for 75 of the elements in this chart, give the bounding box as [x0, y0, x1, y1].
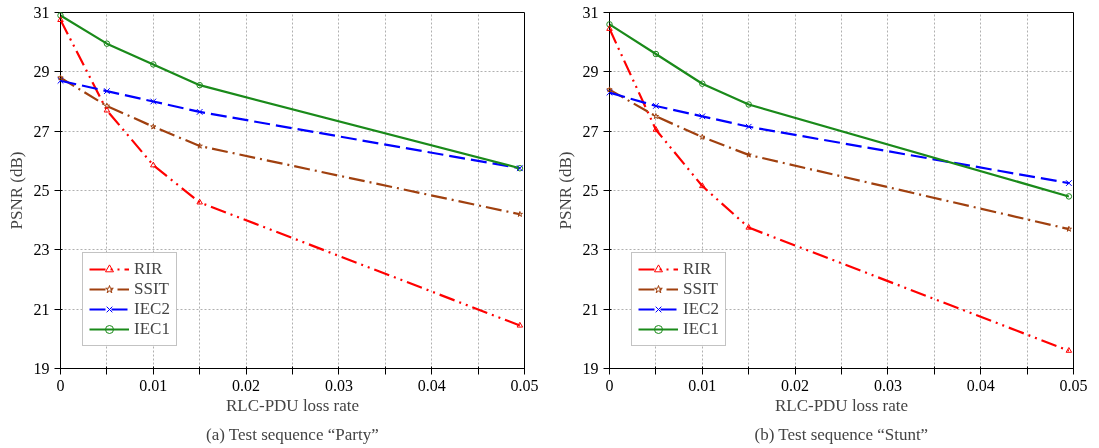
point [150, 161, 157, 168]
point [652, 102, 660, 110]
x-axis-title: RLC-PDU loss rate [225, 395, 360, 415]
x-tick-label: 0.01 [688, 376, 717, 394]
point [196, 142, 203, 149]
point [196, 108, 204, 116]
x-tick-label: 0.04 [417, 376, 446, 394]
x-tick-label: 0.03 [873, 376, 902, 394]
point [652, 113, 660, 120]
point [196, 81, 203, 89]
point [516, 210, 523, 217]
x-tick-label: 0 [56, 376, 65, 394]
y-tick-label: 31 [582, 4, 599, 21]
x-tick-label: 0.02 [232, 376, 261, 394]
point [1065, 347, 1073, 353]
y-tick-label: 31 [33, 4, 50, 21]
point [196, 198, 203, 205]
point [150, 123, 157, 130]
point [745, 223, 752, 230]
point [1065, 225, 1072, 232]
y-tick-label: 23 [33, 241, 50, 259]
x-tick-label: 0.02 [781, 376, 810, 394]
y-tick-label: 27 [582, 122, 599, 140]
point [57, 74, 64, 81]
point [516, 321, 524, 328]
y-tick-label: 21 [33, 300, 50, 318]
x-tick-label: 0.01 [139, 376, 168, 394]
point [745, 123, 753, 131]
y-tick-label: 25 [582, 182, 599, 199]
y-tick-label: 19 [582, 360, 599, 377]
point [652, 126, 660, 132]
point [57, 12, 64, 19]
point [103, 106, 111, 113]
point [57, 77, 64, 85]
y-tick-label: 27 [33, 122, 50, 140]
y-axis-title: PSNR (dB) [555, 151, 575, 230]
point [103, 102, 111, 109]
x-tick-label: 0.04 [966, 376, 995, 394]
legend-label: IEC1 [134, 319, 170, 339]
point [57, 16, 64, 22]
x-axis-title: RLC-PDU loss rate [774, 395, 909, 415]
y-tick-label: 23 [582, 241, 599, 259]
y-tick-label: 19 [33, 360, 50, 377]
legend-label: RIR [134, 259, 163, 279]
text: (b) Test sequence “Stunt” [754, 424, 929, 444]
legend-label: SSIT [683, 279, 718, 299]
legend-label: IEC1 [683, 319, 719, 339]
point [699, 133, 706, 140]
point [1065, 179, 1073, 187]
point [149, 98, 157, 105]
point [103, 40, 111, 47]
x-tick-label: 0.05 [510, 376, 539, 394]
point [1065, 193, 1073, 200]
y-axis-title: PSNR (dB) [6, 151, 26, 230]
point [745, 101, 752, 108]
text: (a) Test sequence “Party” [206, 424, 379, 444]
x-tick-label: 0 [605, 376, 614, 394]
point [698, 113, 706, 120]
point [652, 50, 660, 58]
y-tick-label: 29 [33, 63, 50, 81]
y-tick-label: 21 [582, 300, 599, 318]
x-tick-label: 0.03 [324, 376, 353, 394]
point [745, 151, 752, 158]
x-tick-label: 0.05 [1059, 376, 1088, 394]
y-tick-label: 25 [33, 182, 50, 199]
point [606, 21, 613, 28]
point [699, 182, 706, 189]
legend-label: RIR [683, 259, 712, 279]
point [699, 80, 706, 87]
point [150, 61, 157, 68]
y-tick-label: 29 [582, 63, 599, 81]
point [606, 25, 613, 31]
legend-label: IEC2 [683, 299, 719, 319]
legend-label: SSIT [134, 279, 169, 299]
legend-label: IEC2 [134, 299, 170, 319]
